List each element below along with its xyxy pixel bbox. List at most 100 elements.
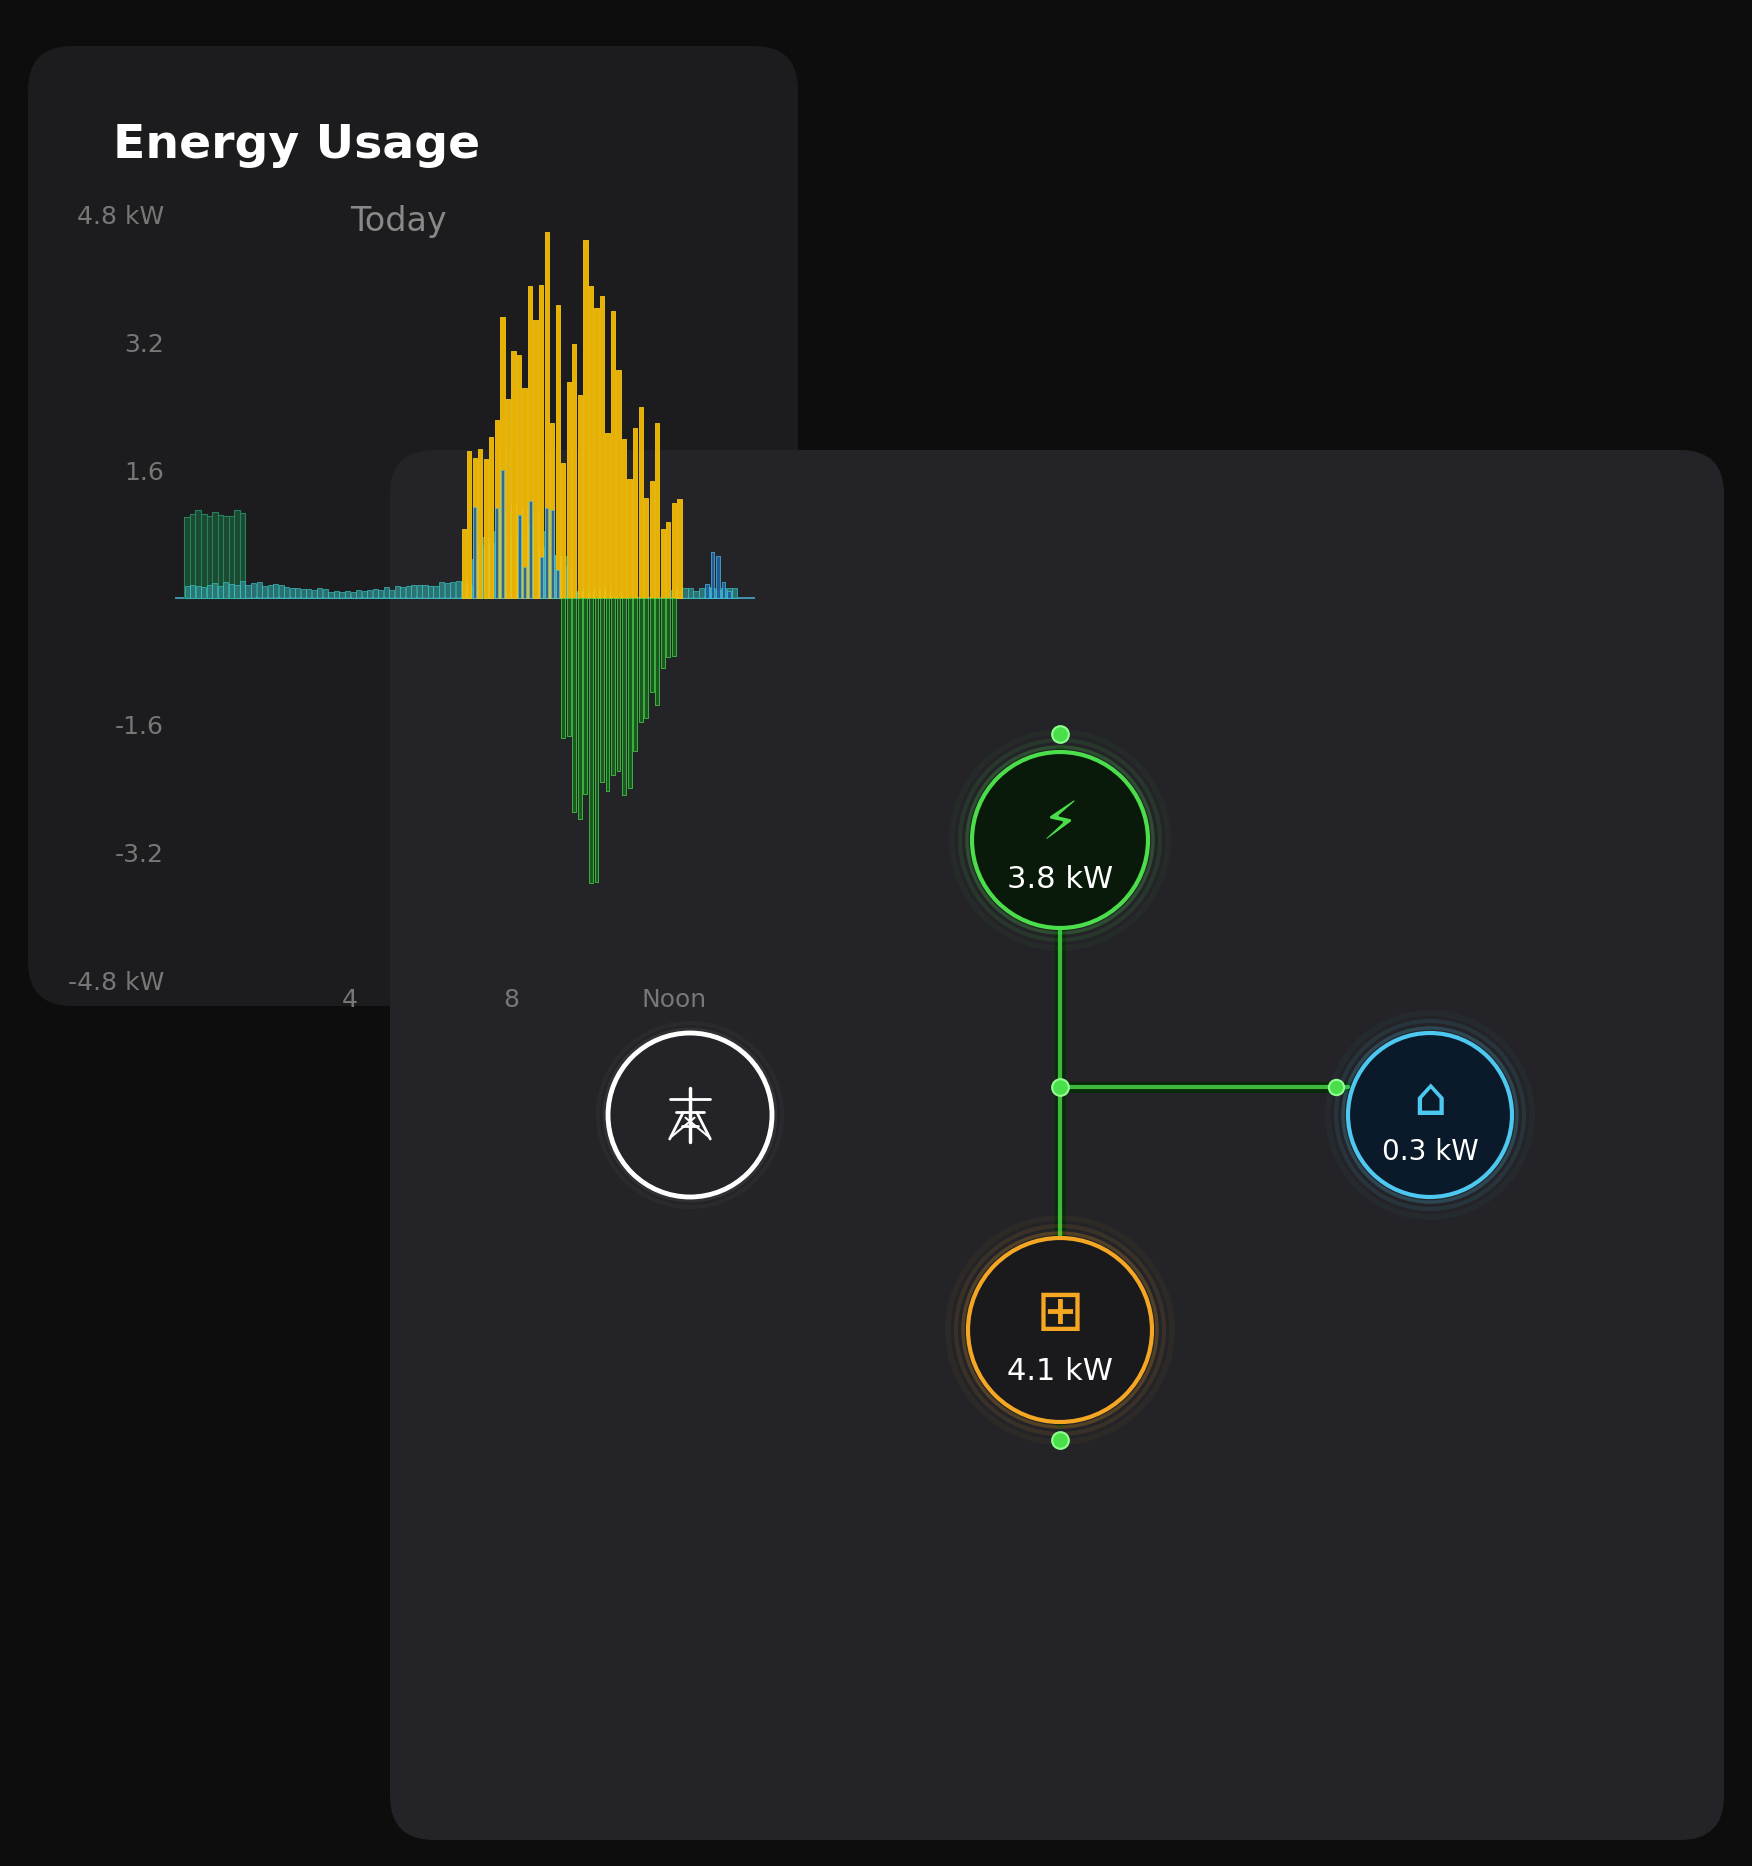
Bar xyxy=(604,590,610,597)
Bar xyxy=(655,597,659,705)
Bar xyxy=(445,582,450,597)
Bar xyxy=(682,588,687,597)
Bar xyxy=(645,498,648,597)
Bar xyxy=(550,509,554,597)
Bar xyxy=(650,597,653,692)
Bar xyxy=(191,586,194,597)
Bar xyxy=(517,355,520,597)
Bar xyxy=(666,597,671,657)
Bar xyxy=(573,343,576,597)
Bar xyxy=(284,586,289,597)
Bar xyxy=(207,584,212,597)
Bar xyxy=(184,586,189,597)
Text: 0.3 kW: 0.3 kW xyxy=(1382,1138,1479,1166)
Bar xyxy=(279,584,284,597)
Bar xyxy=(594,308,599,597)
Bar xyxy=(594,590,599,597)
Bar xyxy=(583,588,589,597)
Bar xyxy=(399,588,405,597)
Bar xyxy=(489,543,494,597)
Bar xyxy=(512,351,515,597)
Bar xyxy=(196,509,201,597)
Bar xyxy=(555,306,561,597)
Bar xyxy=(384,586,389,597)
Bar xyxy=(422,584,427,597)
Text: Today: Today xyxy=(350,205,447,237)
Bar xyxy=(230,517,235,597)
Bar xyxy=(732,588,738,597)
Text: Energy Usage: Energy Usage xyxy=(112,123,480,168)
Bar xyxy=(555,556,561,597)
Bar xyxy=(622,439,625,597)
Bar xyxy=(273,584,279,597)
Bar xyxy=(201,588,207,597)
Bar xyxy=(517,515,520,597)
Bar xyxy=(527,524,533,597)
Circle shape xyxy=(969,1237,1153,1422)
Bar xyxy=(583,597,587,793)
Bar xyxy=(340,592,345,597)
Bar xyxy=(661,597,664,668)
FancyBboxPatch shape xyxy=(28,47,797,1006)
Bar xyxy=(189,515,196,597)
Bar xyxy=(689,588,694,597)
Bar xyxy=(606,597,610,791)
Bar xyxy=(394,586,399,597)
Bar xyxy=(406,586,412,597)
Bar xyxy=(650,481,653,597)
Bar xyxy=(268,584,273,597)
Bar xyxy=(317,588,322,597)
Circle shape xyxy=(1347,1034,1512,1196)
Bar xyxy=(461,582,466,597)
Bar xyxy=(540,284,543,597)
Bar xyxy=(478,545,484,597)
Bar xyxy=(501,470,505,597)
Bar xyxy=(627,480,632,597)
Bar xyxy=(540,558,543,597)
Bar xyxy=(235,586,240,597)
Bar xyxy=(433,586,438,597)
Bar xyxy=(473,457,477,597)
Bar xyxy=(583,241,587,597)
Bar xyxy=(578,597,582,819)
Bar xyxy=(568,597,571,735)
Bar xyxy=(645,597,648,718)
Bar xyxy=(201,513,207,597)
Bar xyxy=(710,588,715,597)
Bar xyxy=(322,590,328,597)
Bar xyxy=(456,580,461,597)
Bar xyxy=(589,287,594,597)
Bar xyxy=(727,592,731,597)
Bar xyxy=(517,536,522,597)
Bar xyxy=(389,590,394,597)
Bar xyxy=(671,590,676,597)
Bar xyxy=(715,590,720,597)
Text: ⊞: ⊞ xyxy=(1035,1286,1084,1342)
Bar xyxy=(711,552,715,597)
Bar xyxy=(704,586,710,597)
Bar xyxy=(296,588,300,597)
Bar xyxy=(611,312,615,597)
Bar xyxy=(566,383,571,597)
Bar xyxy=(599,588,604,597)
Bar xyxy=(223,515,230,597)
Bar xyxy=(694,592,699,597)
Bar xyxy=(661,528,666,597)
Bar xyxy=(289,588,294,597)
Bar xyxy=(522,508,527,597)
Bar xyxy=(494,420,499,597)
Bar xyxy=(212,513,217,597)
Bar xyxy=(617,597,620,771)
Bar xyxy=(573,597,576,812)
FancyBboxPatch shape xyxy=(391,450,1724,1840)
Bar xyxy=(655,424,659,597)
Bar xyxy=(632,427,638,597)
Bar xyxy=(368,590,371,597)
Bar xyxy=(450,582,456,597)
Bar xyxy=(578,396,582,597)
Bar xyxy=(212,582,217,597)
Bar xyxy=(356,590,361,597)
Bar xyxy=(251,584,256,597)
Bar xyxy=(561,463,566,597)
Text: 4.1 kW: 4.1 kW xyxy=(1007,1357,1113,1386)
